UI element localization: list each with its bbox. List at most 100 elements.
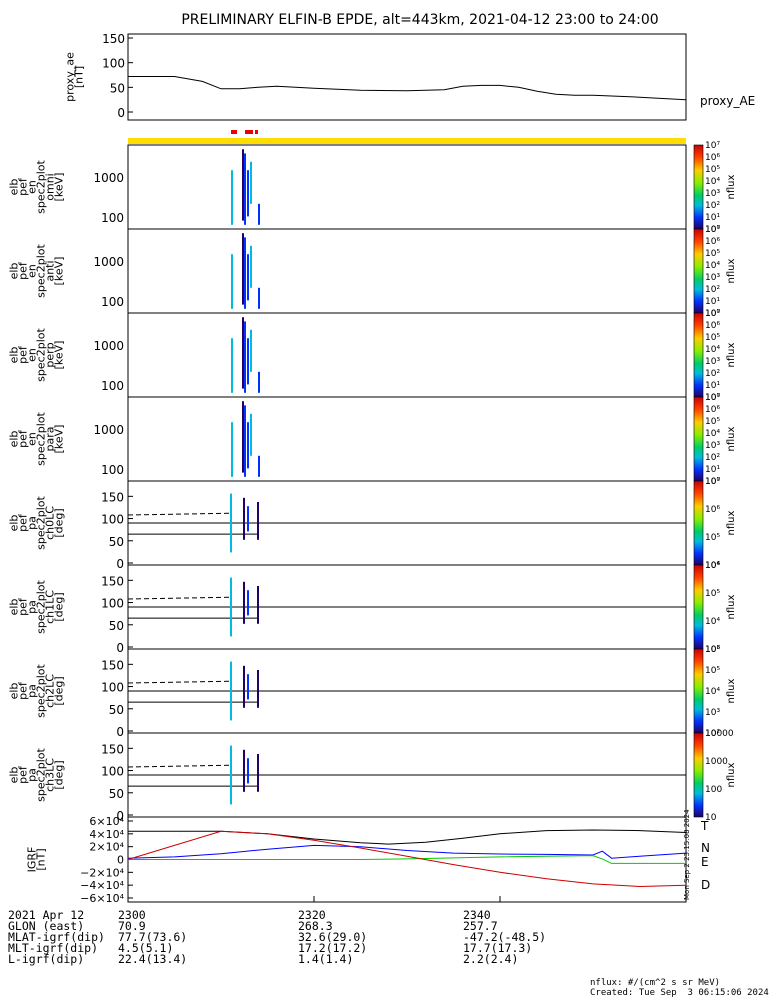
flux-streak	[242, 149, 244, 221]
flux-streak	[243, 581, 245, 624]
colorbar-perp-tick: 10³	[705, 357, 720, 367]
ylabel-omni-4: omni	[44, 173, 57, 200]
legend-igrf-E: E	[701, 855, 709, 869]
flux-streak	[231, 254, 233, 309]
colorbar-ch2LC-tick: 10⁵	[705, 666, 720, 676]
colorbar-omni-tick: 10⁴	[705, 177, 720, 187]
ytick-label: 50	[109, 619, 124, 633]
xaxis-row-value: 32.6(29.0)	[298, 930, 368, 944]
ylabel-ch3LC-3: spec2plot	[35, 748, 48, 802]
ytick-label: 150	[101, 490, 124, 504]
ylabel-anti-0: elb	[8, 263, 21, 280]
ylabel-ch0LC-3: spec2plot	[35, 496, 48, 550]
flux-units-note: nflux: #/(cm^2 s sr MeV)	[590, 978, 721, 988]
colorbar-ch1LC-label: nflux	[726, 594, 737, 619]
ylabel-ch1LC-2: pa	[26, 600, 39, 614]
colorbar-anti-bar	[693, 228, 704, 314]
legend-igrf-T: T	[700, 819, 709, 833]
proxy-ae-line	[128, 76, 687, 101]
flux-streak	[257, 670, 259, 708]
ytick-label: 100	[101, 681, 124, 695]
colorbar-perp-tick: 10¹	[705, 381, 720, 391]
legend-proxy-ae: proxy_AE	[700, 94, 755, 108]
ytick-label: 1000	[93, 339, 124, 353]
ylabel-ch2LC-5: [deg]	[53, 676, 66, 705]
ytick-label: 6×10⁴	[89, 815, 124, 828]
colorbar-omni-tick: 10³	[705, 189, 720, 199]
colorbar-ch2LC-tick: 10²	[705, 729, 720, 739]
ylabel-perp-3: spec2plot	[35, 328, 48, 382]
ylabel-perp-0: elb	[8, 347, 21, 364]
flux-streak	[258, 287, 260, 309]
ytick-label: 0	[116, 725, 124, 739]
colorbar-omni-bar	[693, 144, 704, 230]
colorbar-anti-tick: 10¹	[705, 297, 720, 307]
ylabel-perp-4: perp	[44, 342, 57, 367]
xaxis-row-value: 70.9	[118, 919, 146, 933]
ylabel-para-4: para	[44, 427, 57, 452]
ylabel-anti-1: pef	[17, 261, 30, 280]
colorbar-anti-tick: 10³	[705, 273, 720, 283]
legend-igrf-N: N	[701, 841, 710, 855]
event-marker	[245, 130, 253, 134]
colorbar-ch0LC-bar	[693, 480, 704, 566]
colorbar-perp-tick: 10⁴	[705, 345, 720, 355]
panel-frame-omni	[127, 144, 687, 230]
xaxis-row-value: 268.3	[298, 919, 333, 933]
colorbar-anti-tick: 10⁰	[705, 309, 720, 319]
side-timestamp: Mon Sep 2 23:15:08 2024	[683, 809, 691, 900]
ytick-label: −4×10⁴	[80, 879, 124, 892]
ytick-label: 100	[102, 57, 125, 71]
colorbar-para-bar	[693, 396, 704, 482]
colorbar-anti-tick: 10⁶	[705, 237, 720, 247]
ylabel-igrf-1: [nT]	[35, 848, 48, 870]
ytick-label: 1000	[93, 171, 124, 185]
colorbar-omni-tick: 10⁶	[705, 153, 720, 163]
flux-streak	[244, 321, 246, 393]
xaxis-row-label: 2021 Apr 12	[8, 908, 85, 922]
colorbar-perp-bar	[693, 312, 704, 398]
colorbar-omni-tick: 10⁰	[705, 225, 720, 235]
ytick-label: 0	[116, 641, 124, 655]
colorbar-ch1LC-bar	[693, 564, 704, 650]
xaxis-row-value: 17.2(17.2)	[298, 941, 368, 955]
panel-frame-para	[127, 396, 687, 482]
flux-streak	[230, 661, 232, 721]
ytick-label: 50	[109, 787, 124, 801]
colorbar-ch0LC-label: nflux	[726, 510, 737, 535]
ylabel-ch0LC-0: elb	[8, 515, 21, 532]
flux-streak	[242, 233, 244, 305]
colorbar-para-tick: 10⁴	[705, 429, 720, 439]
ylabel-ch1LC-1: pef	[17, 597, 30, 616]
flux-streak	[230, 577, 232, 637]
ytick-label: 4×10⁴	[89, 828, 124, 841]
colorbar-ch2LC-tick: 10³	[705, 708, 720, 718]
xaxis-row-value: -47.2(-48.5)	[463, 930, 547, 944]
colorbar-anti-tick: 10⁴	[705, 261, 720, 271]
ytick-label: 0	[116, 557, 124, 571]
flux-streak	[230, 493, 232, 553]
ytick-label: 0	[116, 809, 124, 823]
colorbar-anti-tick: 10²	[705, 285, 720, 295]
colorbar-ch2LC-tick: 10⁴	[705, 687, 720, 697]
colorbar-ch2LC-tick: 10⁶	[705, 645, 720, 655]
xaxis-row-value: 2340	[463, 908, 491, 922]
colorbar-ch3LC-tick: 10000	[705, 729, 734, 739]
ytick-label: 100	[101, 765, 124, 779]
ylabel-anti-2: en	[26, 264, 39, 278]
colorbar-anti-tick: 10⁵	[705, 249, 720, 259]
ytick-label: −6×10⁴	[80, 892, 124, 905]
colorbar-perp-tick: 10⁶	[705, 321, 720, 331]
anti-loss-cone-line	[127, 680, 233, 684]
flux-streak	[230, 745, 232, 805]
ylabel-omni-2: en	[26, 180, 39, 194]
xaxis-row-value: 2300	[118, 908, 146, 922]
ylabel-omni-0: elb	[8, 179, 21, 196]
ylabel-anti-3: spec2plot	[35, 244, 48, 298]
flux-streak	[257, 502, 259, 540]
colorbar-ch2LC-bar	[693, 648, 704, 734]
colorbar-omni-tick: 10¹	[705, 213, 720, 223]
flux-streak	[247, 422, 249, 469]
colorbar-para-tick: 10³	[705, 441, 720, 451]
